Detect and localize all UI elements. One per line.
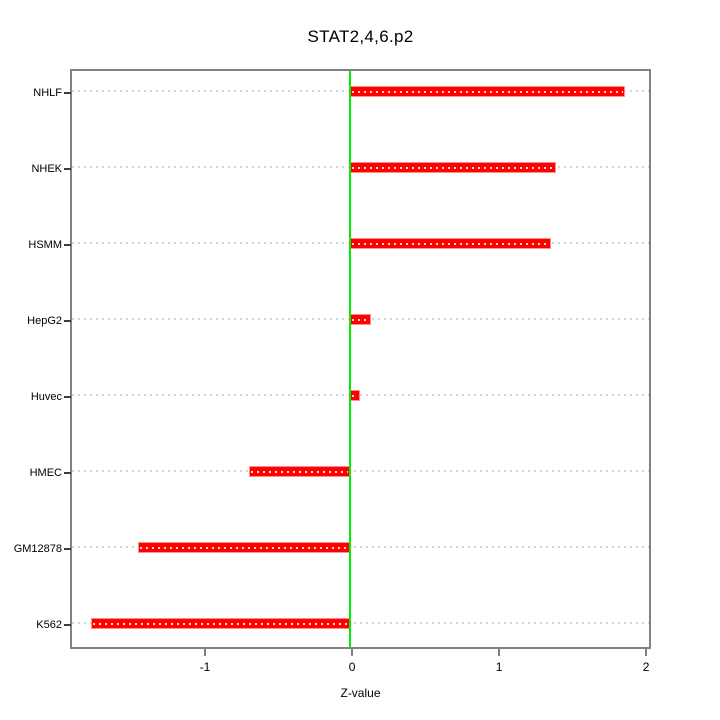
- x-axis-tick: [204, 649, 207, 656]
- y-axis-tick: [64, 92, 71, 94]
- x-tick-label: -1: [199, 660, 211, 674]
- x-axis-tick: [498, 649, 501, 656]
- bar-gm12878: [138, 541, 351, 553]
- bar-nhek: [350, 161, 556, 173]
- x-axis-tick: [645, 649, 648, 656]
- y-axis-label: Huvec: [30, 390, 62, 403]
- x-axis-title: Z-value: [340, 686, 381, 700]
- y-axis-label: HMEC: [29, 466, 62, 479]
- y-axis-tick: [64, 396, 71, 399]
- x-axis-tick: [351, 649, 354, 656]
- h-gridline: [72, 622, 649, 625]
- y-axis-label: NHLF: [33, 86, 62, 99]
- y-axis-tick: [64, 624, 71, 627]
- bar-center-dots: [352, 318, 369, 321]
- bar-hsmm: [350, 237, 552, 249]
- bar-center-dots: [352, 90, 623, 93]
- x-tick-label: 0: [348, 660, 356, 674]
- bar-hepg2: [350, 313, 371, 325]
- y-axis-label: NHEK: [31, 162, 62, 175]
- bar-center-dots: [352, 242, 550, 245]
- y-axis-tick: [64, 244, 71, 247]
- bar-nhlf: [350, 85, 625, 97]
- y-axis-label: GM12878: [13, 542, 62, 555]
- y-axis-label: HSMM: [28, 238, 62, 251]
- plot-area: [70, 69, 651, 649]
- bar-center-dots: [93, 622, 349, 625]
- y-axis-tick: [64, 168, 71, 171]
- y-axis-label: HepG2: [27, 314, 62, 327]
- bar-k562: [91, 617, 351, 629]
- bar-hmec: [248, 465, 351, 477]
- h-gridline: [72, 394, 649, 397]
- y-axis-tick: [64, 548, 71, 551]
- y-axis-tick: [64, 472, 71, 475]
- h-gridline: [72, 470, 649, 473]
- h-gridline: [72, 546, 649, 549]
- y-axis-tick: [64, 320, 71, 323]
- y-axis-label: K562: [36, 618, 62, 631]
- zero-reference-line: [349, 71, 352, 647]
- bar-huvec: [350, 389, 361, 401]
- x-tick-label: 2: [642, 660, 650, 674]
- bar-center-dots: [250, 470, 349, 473]
- x-tick-label: 1: [495, 660, 503, 674]
- bar-center-dots: [352, 166, 554, 169]
- bar-center-dots: [352, 394, 359, 397]
- chart-title: STAT2,4,6.p2: [307, 27, 414, 46]
- bar-center-dots: [140, 546, 349, 549]
